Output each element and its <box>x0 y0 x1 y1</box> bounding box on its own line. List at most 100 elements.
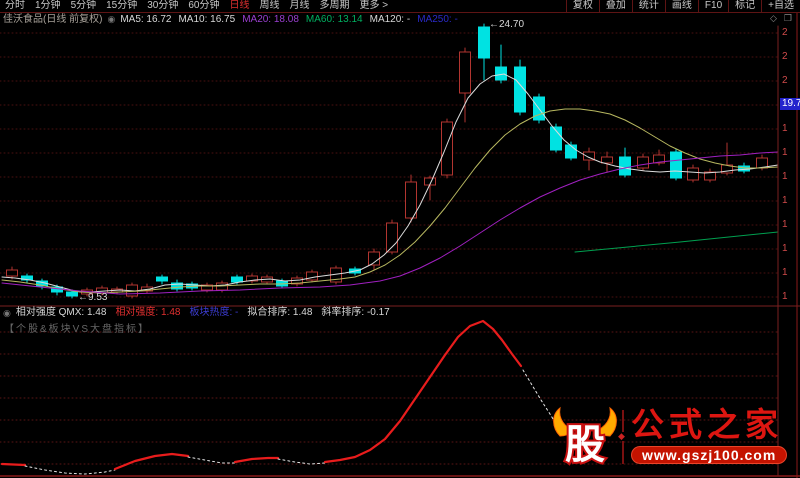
tool-+自选[interactable]: +自选 <box>761 0 800 12</box>
axis-label: 1 <box>782 291 788 302</box>
indicator-line-dotted <box>522 369 559 428</box>
indicator-value: 斜率排序: -0.17 <box>321 307 390 318</box>
tab-30分钟[interactable]: 30分钟 <box>147 0 179 11</box>
ma-line-MA60 <box>574 231 779 253</box>
axis-label: 1 <box>782 147 788 158</box>
indicator-line-dotted <box>187 456 236 464</box>
candle-body <box>478 26 490 59</box>
toolbar-right: 复权 叠加 统计 画线 F10 标记 +自选 <box>565 0 800 12</box>
ma-value: MA10: 16.75 <box>178 14 236 25</box>
candle-body <box>231 276 243 283</box>
indicator-dot-icon[interactable]: ◉ <box>3 308 11 318</box>
tool-复权[interactable]: 复权 <box>565 0 599 12</box>
tab-多周期[interactable]: 多周期 <box>319 0 350 11</box>
candle-body <box>156 276 168 282</box>
ma-value: MA5: 16.72 <box>120 14 172 25</box>
logo-stock-character: 股 <box>565 422 605 467</box>
tool-画线[interactable]: 画线 <box>664 0 698 12</box>
logo-divider: ◆ <box>618 410 625 464</box>
axis-label: 1 <box>782 171 788 182</box>
logo-text-block: 公式之家 www.gszj100.com <box>631 408 788 465</box>
logo-site-name: 公式之家 <box>631 408 783 444</box>
ma-value: MA60: 13.14 <box>305 14 363 25</box>
tab-月线[interactable]: 月线 <box>289 0 310 11</box>
candle-body <box>495 66 507 81</box>
tab-分时[interactable]: 分时 <box>5 0 25 11</box>
diamond-icon[interactable]: ◇ <box>770 13 777 23</box>
indicator-line-solid <box>0 462 27 467</box>
axis-label: 1 <box>782 123 788 134</box>
candle-body <box>704 171 716 181</box>
candle-body <box>441 121 453 176</box>
tool-标记[interactable]: 标记 <box>728 0 761 12</box>
price-marker: ←24.70 <box>489 19 525 30</box>
axis-label: 2 <box>782 51 788 62</box>
window-icon[interactable]: ❒ <box>783 13 792 23</box>
watermark-logo: 股 ◆ 公式之家 www.gszj100.com <box>552 406 788 468</box>
indicator-subtitle: 【个股&板块VS大盘指标】 <box>4 324 151 335</box>
bull-stock-icon: 股 <box>553 406 617 468</box>
ma-value: MA120: - <box>369 14 411 25</box>
candle-body <box>66 291 78 297</box>
tab-更多 >[interactable]: 更多 > <box>359 0 389 11</box>
candle-body <box>459 51 471 94</box>
candle-body <box>386 222 398 253</box>
indicator-line-solid <box>233 456 280 464</box>
logo-site-url: www.gszj100.com <box>631 446 788 464</box>
tool-叠加[interactable]: 叠加 <box>598 0 632 12</box>
ma-line-MA20 <box>1 151 779 295</box>
axis-label: 2 <box>782 27 788 38</box>
ma-value: MA250: - <box>417 14 458 25</box>
stock-title: 佳沃食品(日线 前复权) <box>3 14 103 25</box>
candle-body <box>687 167 699 181</box>
candle-body <box>670 151 682 179</box>
period-tabbar: 分时 1分钟 5分钟 15分钟 30分钟 60分钟 日线 周线 月线 多周期 更多 > 复权 叠加 统计… <box>0 0 800 13</box>
bull-horn-left <box>553 406 575 437</box>
axis-label: 1 <box>782 219 788 230</box>
indicator-values: 相对强度 QMX: 1.48 相对强度: 1.48 板块热度: - 拟合排序: 1.4… <box>16 307 399 319</box>
tab-周线[interactable]: 周线 <box>259 0 280 11</box>
period-tabs: 分时 1分钟 5分钟 15分钟 30分钟 60分钟 日线 周线 月线 多周期 更多 > <box>0 0 393 12</box>
chart-info-row: 佳沃食品(日线 前复权) ◉ MA5: 16.72 MA10: 16.75 MA20… <box>3 13 465 26</box>
indicator-value: 板块热度: - <box>189 307 239 318</box>
candle-body <box>583 151 595 161</box>
tab-5分钟[interactable]: 5分钟 <box>70 0 97 11</box>
tab-60分钟[interactable]: 60分钟 <box>188 0 220 11</box>
tool-F10[interactable]: F10 <box>697 0 728 12</box>
candle-body <box>601 156 613 164</box>
tab-15分钟[interactable]: 15分钟 <box>106 0 138 11</box>
indicator-value: 相对强度 QMX: 1.48 <box>15 307 107 318</box>
candle-body <box>405 181 417 219</box>
corner-icons: ◇ ❒ <box>770 13 792 23</box>
ma-value: MA20: 18.08 <box>242 14 299 25</box>
indicator-line-solid <box>113 452 190 471</box>
bull-horn-right <box>595 406 617 437</box>
candle-body <box>514 66 526 113</box>
axis-label: 2 <box>782 75 788 86</box>
indicator-line-solid <box>323 319 523 464</box>
candle-body <box>306 271 318 281</box>
indicator-line-dotted <box>24 465 116 475</box>
diamond-icon: ◆ <box>618 431 625 441</box>
tab-日线[interactable]: 日线 <box>229 0 250 11</box>
indicator-value: 相对强度: 1.48 <box>115 307 181 318</box>
ma-line-MA10 <box>1 108 779 294</box>
tool-统计[interactable]: 统计 <box>631 0 665 12</box>
settings-dot-icon[interactable]: ◉ <box>107 14 116 24</box>
candle-body <box>637 156 649 169</box>
candle-body <box>653 154 665 164</box>
indicator-header: ◉ 相对强度 QMX: 1.48 相对强度: 1.48 板块热度: - 拟合排序: 1… <box>3 307 399 319</box>
candle-body <box>619 156 631 176</box>
ma-legend: MA5: 16.72 MA10: 16.75 MA20: 18.08 MA60: 13… <box>120 13 464 26</box>
candle-body <box>6 269 18 277</box>
candle-body <box>246 275 258 282</box>
price-marker: ←9.53 <box>78 292 108 303</box>
axis-label: 1 <box>782 267 788 278</box>
indicator-value: 拟合排序: 1.48 <box>247 307 313 318</box>
tab-1分钟[interactable]: 1分钟 <box>35 0 61 11</box>
indicator-line-dotted <box>277 458 326 465</box>
last-price-badge: 19.7 <box>780 98 800 110</box>
candle-body <box>201 284 213 291</box>
